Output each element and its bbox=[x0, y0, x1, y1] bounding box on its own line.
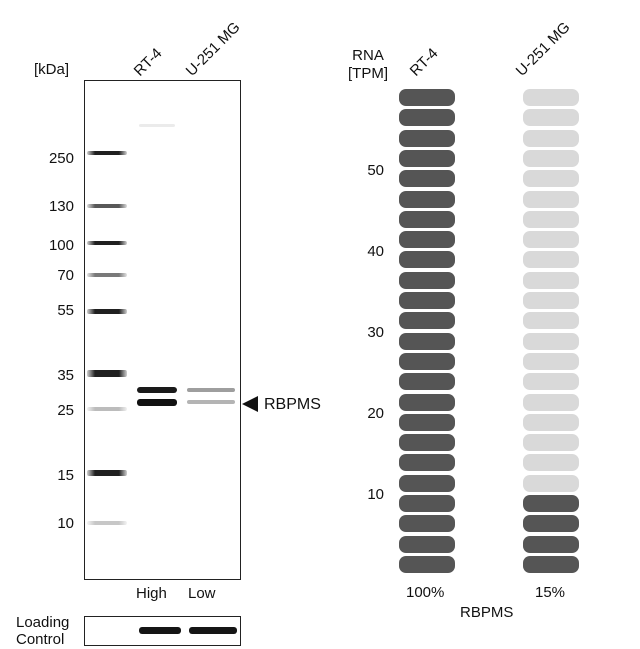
rna-axis-tick-50: 50 bbox=[367, 162, 384, 179]
rna-capsule bbox=[399, 555, 455, 573]
ladder-band-70 bbox=[87, 273, 127, 277]
ladder-band-35 bbox=[87, 370, 127, 377]
rna-capsule bbox=[523, 292, 579, 309]
rna-capsule bbox=[523, 474, 579, 492]
kda-unit-label: [kDa] bbox=[34, 61, 70, 78]
rt4-upper-band bbox=[137, 387, 177, 393]
rna-capsule bbox=[399, 332, 455, 350]
rna-capsule bbox=[523, 555, 579, 573]
rna-axis-tick-10: 10 bbox=[367, 486, 384, 503]
rna-capsule bbox=[523, 515, 579, 533]
ladder-band-100 bbox=[87, 241, 127, 245]
rna-capsule bbox=[523, 170, 579, 188]
rna-capsule bbox=[399, 231, 455, 249]
rt4-lower-band bbox=[137, 399, 177, 406]
mw-label-10: 10 bbox=[57, 515, 74, 532]
rna-axis-tick-20: 20 bbox=[367, 405, 384, 422]
rna-capsule bbox=[399, 495, 455, 512]
rna-column-rt4 bbox=[399, 89, 455, 575]
rna-capsule bbox=[399, 251, 455, 269]
rna-capsule bbox=[399, 170, 455, 188]
rna-percent-u251mg: 15% bbox=[535, 584, 566, 601]
ladder-band-25 bbox=[87, 407, 127, 411]
rna-capsule bbox=[399, 210, 455, 228]
rna-capsule bbox=[399, 190, 455, 208]
loading-control-label: Loading Control bbox=[16, 614, 70, 648]
rna-capsule bbox=[399, 535, 455, 553]
expression-label-low: Low bbox=[188, 585, 216, 602]
ladder-band-10 bbox=[87, 521, 127, 525]
rna-capsule bbox=[523, 251, 579, 269]
target-arrow-icon bbox=[242, 396, 258, 412]
rna-capsule bbox=[523, 352, 579, 370]
expression-label-high: High bbox=[136, 585, 167, 602]
rna-axis-tick-30: 30 bbox=[367, 324, 384, 341]
lane-label-u251mg: U-251 MG bbox=[182, 18, 244, 80]
rna-capsule bbox=[399, 271, 455, 289]
mw-label-25: 25 bbox=[57, 402, 74, 419]
rna-capsule bbox=[523, 454, 579, 472]
rna-gene-label: RBPMS bbox=[460, 604, 514, 621]
rna-capsule bbox=[399, 393, 455, 411]
mw-label-250: 250 bbox=[48, 150, 74, 167]
rna-column-u251mg bbox=[523, 89, 579, 575]
ladder-band-15 bbox=[87, 470, 127, 476]
rna-capsule bbox=[523, 393, 579, 411]
rna-capsule bbox=[523, 129, 579, 147]
u251mg-lower-band bbox=[187, 400, 235, 404]
rna-capsule bbox=[399, 312, 455, 330]
mw-label-130: 130 bbox=[48, 198, 74, 215]
rna-capsule bbox=[523, 413, 579, 431]
western-blot-membrane bbox=[84, 80, 241, 580]
u251mg-upper-band bbox=[187, 388, 235, 392]
loading-band-rt4 bbox=[139, 627, 181, 634]
mw-label-35: 35 bbox=[57, 367, 74, 384]
rna-axis-tick-40: 40 bbox=[367, 243, 384, 260]
rna-capsule bbox=[399, 373, 455, 391]
rna-capsule bbox=[523, 149, 579, 167]
ladder-band-130 bbox=[87, 204, 127, 208]
rna-capsule bbox=[399, 149, 455, 167]
rna-percent-rt4: 100% bbox=[406, 584, 445, 601]
rna-capsule bbox=[399, 129, 455, 147]
rna-capsule bbox=[523, 109, 579, 127]
loading-control-membrane bbox=[84, 616, 241, 646]
rna-capsule bbox=[523, 535, 579, 553]
target-protein-label: RBPMS bbox=[264, 396, 321, 413]
rna-capsule bbox=[399, 413, 455, 431]
rna-capsule bbox=[523, 332, 579, 350]
lane1-faint-smear bbox=[139, 124, 175, 127]
rna-capsule bbox=[399, 515, 455, 533]
ladder-band-55 bbox=[87, 309, 127, 314]
rna-tpm-header: RNA [TPM] bbox=[348, 47, 388, 82]
mw-label-55: 55 bbox=[57, 302, 74, 319]
rna-sample-label-rt4: RT-4 bbox=[406, 44, 442, 80]
mw-label-100: 100 bbox=[48, 237, 74, 254]
rna-capsule bbox=[399, 352, 455, 370]
rna-capsule bbox=[399, 292, 455, 309]
ladder-band-250 bbox=[87, 151, 127, 155]
rna-capsule bbox=[523, 231, 579, 249]
rna-capsule bbox=[399, 434, 455, 452]
rna-capsule bbox=[523, 210, 579, 228]
rna-capsule bbox=[399, 109, 455, 127]
rna-capsule bbox=[523, 373, 579, 391]
rna-capsule bbox=[399, 89, 455, 106]
rna-sample-label-u251mg: U-251 MG bbox=[512, 18, 574, 80]
rna-capsule bbox=[523, 190, 579, 208]
rna-capsule bbox=[399, 474, 455, 492]
loading-band-u251mg bbox=[189, 627, 237, 634]
rna-capsule bbox=[523, 434, 579, 452]
rna-capsule bbox=[523, 495, 579, 512]
lane-label-rt4: RT-4 bbox=[130, 44, 166, 80]
rna-capsule bbox=[523, 89, 579, 106]
rna-capsule bbox=[523, 271, 579, 289]
rna-capsule bbox=[399, 454, 455, 472]
mw-label-15: 15 bbox=[57, 467, 74, 484]
rna-capsule bbox=[523, 312, 579, 330]
mw-label-70: 70 bbox=[57, 267, 74, 284]
